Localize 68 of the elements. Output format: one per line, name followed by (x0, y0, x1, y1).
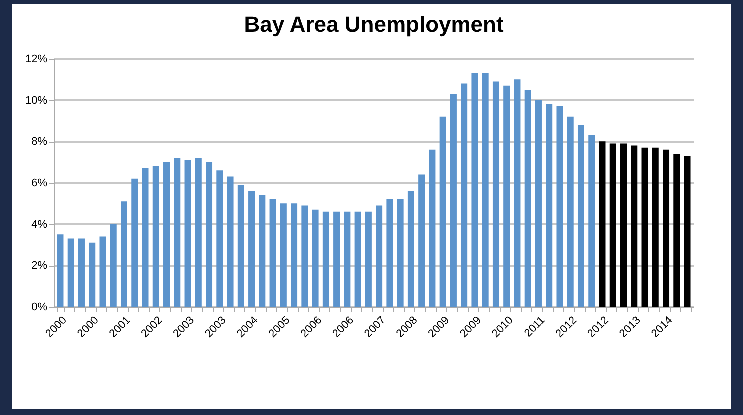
y-tick-label: 10% (25, 94, 48, 107)
bar (206, 162, 213, 307)
bar (461, 84, 468, 307)
bar (89, 242, 96, 307)
y-tick-label: 4% (32, 218, 48, 231)
bar (302, 206, 308, 307)
bar (227, 176, 234, 307)
bar (376, 206, 383, 307)
bar (514, 80, 521, 307)
bar (386, 200, 394, 307)
bar (344, 212, 351, 307)
bar (556, 106, 564, 307)
y-tick-label: 2% (32, 260, 48, 272)
bar (174, 158, 181, 307)
y-tick-label: 8% (32, 136, 48, 148)
bar (472, 73, 478, 307)
bar (365, 212, 372, 307)
bar (152, 166, 160, 307)
bar (418, 174, 426, 307)
bar (674, 154, 680, 307)
bar (291, 204, 298, 307)
bar (631, 146, 638, 307)
chart-title: Bay Area Unemployment (244, 12, 504, 37)
bar (238, 185, 244, 307)
bar (280, 204, 287, 307)
bar (354, 212, 362, 307)
bar (216, 170, 224, 307)
bar (504, 86, 510, 307)
bar (312, 210, 319, 307)
bar (599, 142, 606, 307)
bar (259, 195, 266, 307)
bar (450, 94, 457, 307)
bar (270, 200, 276, 307)
bar (546, 104, 553, 307)
bar (164, 162, 170, 307)
y-tick-label: 0% (32, 302, 48, 314)
bar (610, 144, 616, 307)
bar (68, 238, 74, 307)
bar (408, 191, 414, 307)
bar (652, 148, 659, 307)
bar (100, 236, 106, 307)
bar (684, 156, 691, 307)
bar (429, 150, 436, 307)
bar (248, 191, 256, 307)
bar (492, 82, 500, 307)
bar (121, 202, 128, 307)
y-tick-label: 6% (32, 178, 48, 190)
bar (620, 144, 627, 307)
bar (578, 125, 584, 307)
bar (663, 150, 670, 307)
bar (397, 200, 404, 307)
bar (482, 73, 489, 307)
bar (184, 160, 192, 307)
bar (142, 168, 149, 307)
bar (322, 212, 330, 307)
bar (440, 116, 446, 307)
bar (110, 224, 117, 307)
bar (195, 158, 202, 307)
bar (588, 135, 596, 307)
y-tick-label: 12% (25, 54, 48, 66)
bar (524, 90, 532, 307)
bar (642, 148, 648, 307)
bar (78, 238, 85, 307)
bar (334, 212, 340, 307)
bar (57, 234, 64, 307)
bar (132, 178, 138, 307)
bar (535, 100, 542, 307)
bar (567, 116, 574, 307)
